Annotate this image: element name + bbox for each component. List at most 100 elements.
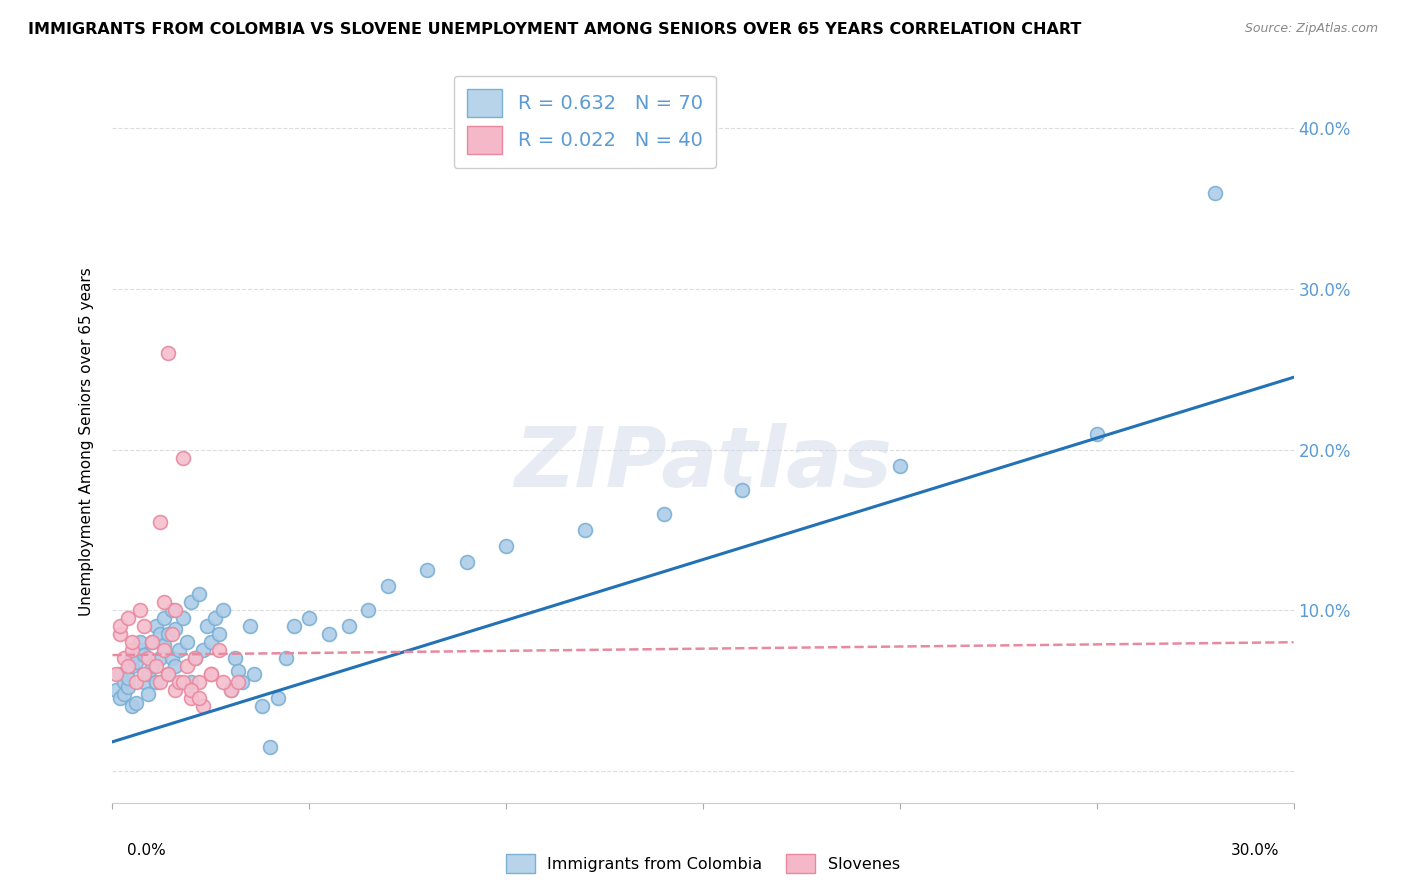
Point (121, 635, 143, 649)
Point (652, 507, 675, 521)
Point (259, 739, 281, 754)
Point (318, 627, 340, 641)
Point (1204, 186, 1226, 200)
Point (152, 611, 174, 625)
Point (172, 450, 194, 465)
Point (165, 683, 187, 698)
Point (105, 667, 128, 681)
Point (169, 643, 191, 657)
Point (495, 539, 517, 553)
Point (283, 619, 305, 633)
Point (149, 627, 172, 641)
Point (132, 675, 155, 690)
Point (136, 651, 159, 665)
Point (267, 691, 290, 706)
Point (180, 691, 202, 706)
Point (117, 680, 139, 694)
Point (416, 563, 439, 577)
Point (208, 627, 231, 641)
Point (121, 659, 143, 673)
Point (112, 675, 135, 690)
Point (298, 611, 321, 625)
Point (145, 619, 167, 633)
Point (211, 603, 233, 617)
Point (200, 635, 222, 649)
Point (228, 664, 250, 678)
Point (152, 595, 174, 609)
Point (219, 683, 242, 698)
Point (129, 603, 152, 617)
Point (184, 651, 207, 665)
Legend: Immigrants from Colombia, Slovenes: Immigrants from Colombia, Slovenes (499, 847, 907, 880)
Point (188, 691, 211, 706)
Text: ZIPatlas: ZIPatlas (515, 423, 891, 504)
Point (165, 623, 187, 637)
Point (117, 611, 139, 625)
Point (160, 651, 183, 665)
Point (211, 675, 233, 690)
Point (152, 639, 174, 653)
Point (149, 651, 172, 665)
Point (141, 659, 163, 673)
Point (184, 651, 207, 665)
Point (156, 667, 179, 681)
Point (176, 635, 198, 649)
Point (156, 346, 179, 360)
Point (149, 675, 172, 690)
Point (224, 651, 246, 665)
Point (165, 603, 187, 617)
Point (156, 627, 179, 641)
Point (574, 523, 596, 537)
Point (136, 687, 159, 701)
Point (274, 651, 297, 665)
Point (243, 667, 266, 681)
Point (145, 675, 167, 690)
Point (132, 648, 155, 662)
Point (231, 675, 253, 690)
Point (176, 659, 198, 673)
Point (219, 683, 242, 698)
Point (117, 671, 139, 685)
Y-axis label: Unemployment Among Seniors over 65 years: Unemployment Among Seniors over 65 years (79, 268, 94, 615)
Point (204, 611, 226, 625)
Point (191, 643, 214, 657)
Point (132, 619, 155, 633)
Point (110, 667, 132, 681)
Point (188, 587, 211, 601)
Point (156, 667, 179, 681)
Point (110, 691, 132, 706)
Point (125, 696, 148, 710)
Point (200, 667, 222, 681)
Text: Source: ZipAtlas.com: Source: ZipAtlas.com (1244, 22, 1378, 36)
Point (129, 635, 152, 649)
Point (200, 667, 222, 681)
Point (125, 675, 148, 690)
Point (136, 667, 159, 681)
Point (239, 619, 262, 633)
Point (117, 659, 139, 673)
Point (169, 675, 191, 690)
Point (110, 619, 132, 633)
Point (132, 667, 155, 681)
Point (160, 603, 183, 617)
Text: 30.0%: 30.0% (1232, 843, 1279, 858)
Point (112, 651, 135, 665)
Point (731, 483, 754, 497)
Point (121, 699, 143, 714)
Point (357, 603, 380, 617)
Point (165, 659, 187, 673)
Point (160, 627, 183, 641)
Point (456, 555, 478, 569)
Point (105, 683, 128, 698)
Point (121, 651, 143, 665)
Point (889, 458, 911, 473)
Point (191, 699, 214, 714)
Point (180, 595, 202, 609)
Text: 0.0%: 0.0% (127, 843, 166, 858)
Point (149, 515, 172, 529)
Point (188, 675, 211, 690)
Point (152, 643, 174, 657)
Point (141, 635, 163, 649)
Point (110, 627, 132, 641)
Point (1085, 426, 1108, 441)
